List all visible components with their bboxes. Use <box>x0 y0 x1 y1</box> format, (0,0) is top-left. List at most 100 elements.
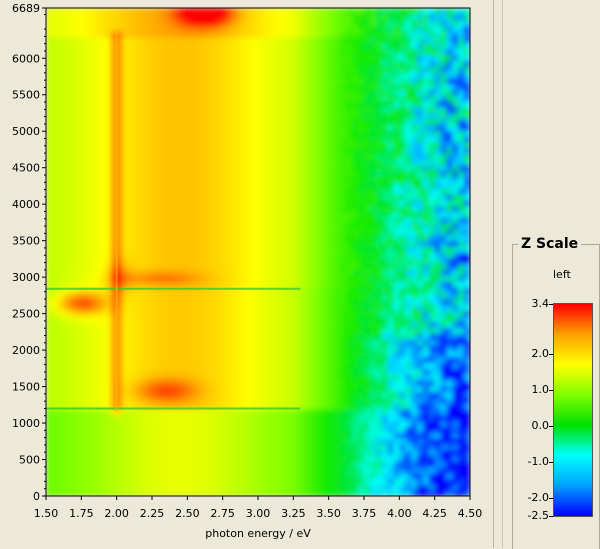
heatmap-cell <box>222 298 230 305</box>
heatmap-cell <box>287 188 294 195</box>
heatmap-cell <box>375 153 383 160</box>
heatmap-cell <box>346 60 353 67</box>
heatmap-cell <box>216 228 224 236</box>
heatmap-cell <box>322 159 330 166</box>
heatmap-cell <box>152 490 159 496</box>
heatmap-cell <box>93 118 100 125</box>
heatmap-cell <box>334 252 342 259</box>
heatmap-cell <box>93 321 100 329</box>
heatmap-cell <box>75 170 82 178</box>
heatmap-cell <box>152 54 159 61</box>
heatmap-cell <box>263 188 271 195</box>
heatmap-cell <box>157 368 165 375</box>
heatmap-cell <box>199 25 206 32</box>
heatmap-cell <box>216 246 224 253</box>
heatmap-cell <box>258 281 265 288</box>
heatmap-cell <box>199 403 206 410</box>
heatmap-cell <box>193 437 200 445</box>
heatmap-cell <box>175 461 183 468</box>
heatmap-cell <box>205 42 212 50</box>
heatmap-cell <box>157 426 165 433</box>
heatmap-cell <box>57 368 65 375</box>
heatmap-cell <box>46 193 53 201</box>
heatmap-cell <box>358 19 365 27</box>
heatmap-cell <box>87 315 94 323</box>
heatmap-cell <box>69 31 77 38</box>
heatmap-cell <box>352 95 359 102</box>
heatmap-cell <box>258 414 265 422</box>
heatmap-cell <box>234 19 241 27</box>
heatmap-cell <box>258 159 265 166</box>
heatmap-cell <box>140 275 147 282</box>
heatmap-cell <box>104 199 112 207</box>
heatmap-cell <box>152 315 159 323</box>
heatmap-cell <box>181 246 188 253</box>
heatmap-cell <box>69 228 77 236</box>
heatmap-cell <box>299 403 306 410</box>
heatmap-cell <box>199 472 206 480</box>
heatmap-cell <box>381 246 389 253</box>
heatmap-cell <box>163 124 171 131</box>
heatmap-cell <box>334 426 342 433</box>
heatmap-cell <box>75 269 82 276</box>
heatmap-cell <box>293 164 300 172</box>
heatmap-cell <box>222 60 230 67</box>
heatmap-cell <box>311 490 318 496</box>
heatmap-cell <box>46 333 53 340</box>
heatmap-cell <box>193 426 200 433</box>
heatmap-cell <box>63 130 71 137</box>
heatmap-cell <box>81 159 88 166</box>
heatmap-cell <box>352 147 359 154</box>
heatmap-cell <box>99 240 106 247</box>
heatmap-cell <box>175 368 183 375</box>
heatmap-cell <box>228 159 236 166</box>
heatmap-cell <box>269 344 277 352</box>
heatmap-cell <box>352 408 359 416</box>
heatmap-cell <box>311 217 318 224</box>
heatmap-cell <box>369 252 377 259</box>
heatmap-cell <box>222 228 230 236</box>
heatmap-cell <box>104 408 112 416</box>
heatmap-cell <box>263 147 271 154</box>
heatmap-cell <box>369 263 377 271</box>
heatmap-cell <box>110 25 118 32</box>
heatmap-cell <box>199 222 206 230</box>
heatmap-cell <box>346 275 353 282</box>
heatmap-cell <box>134 449 141 456</box>
heatmap-cell <box>193 304 200 311</box>
heatmap-cell <box>122 37 130 44</box>
heatmap-cell <box>157 54 165 61</box>
heatmap-cell <box>87 374 94 381</box>
heatmap-cell <box>99 153 106 160</box>
heatmap-cell <box>99 246 106 253</box>
heatmap-cell <box>340 211 347 218</box>
heatmap-cell <box>181 13 188 21</box>
heatmap-cell <box>205 106 212 114</box>
heatmap-cell <box>252 321 259 329</box>
heatmap-cell <box>75 8 82 15</box>
heatmap-cell <box>199 164 206 172</box>
heatmap-cell <box>87 490 94 496</box>
heatmap-cell <box>175 71 183 79</box>
heatmap-cell <box>169 135 177 143</box>
heatmap-cell <box>299 31 306 38</box>
heatmap-cell <box>205 124 212 131</box>
heatmap-cell <box>358 263 365 271</box>
heatmap-cell <box>87 426 94 433</box>
heatmap-cell <box>146 95 153 102</box>
heatmap-cell <box>116 408 124 416</box>
heatmap-cell <box>146 118 153 125</box>
heatmap-cell <box>269 54 277 61</box>
heatmap-cell <box>352 449 359 456</box>
heatmap-cell <box>175 292 183 300</box>
heatmap-cell <box>281 164 289 172</box>
heatmap-cell <box>346 89 353 96</box>
heatmap-cell <box>163 188 171 195</box>
heatmap-cell <box>340 281 347 288</box>
heatmap-cell <box>340 89 347 96</box>
heatmap-cell <box>234 118 241 125</box>
heatmap-cell <box>104 333 112 340</box>
heatmap-cell <box>240 54 247 61</box>
heatmap-cell <box>205 379 212 387</box>
heatmap-cell <box>293 263 300 271</box>
